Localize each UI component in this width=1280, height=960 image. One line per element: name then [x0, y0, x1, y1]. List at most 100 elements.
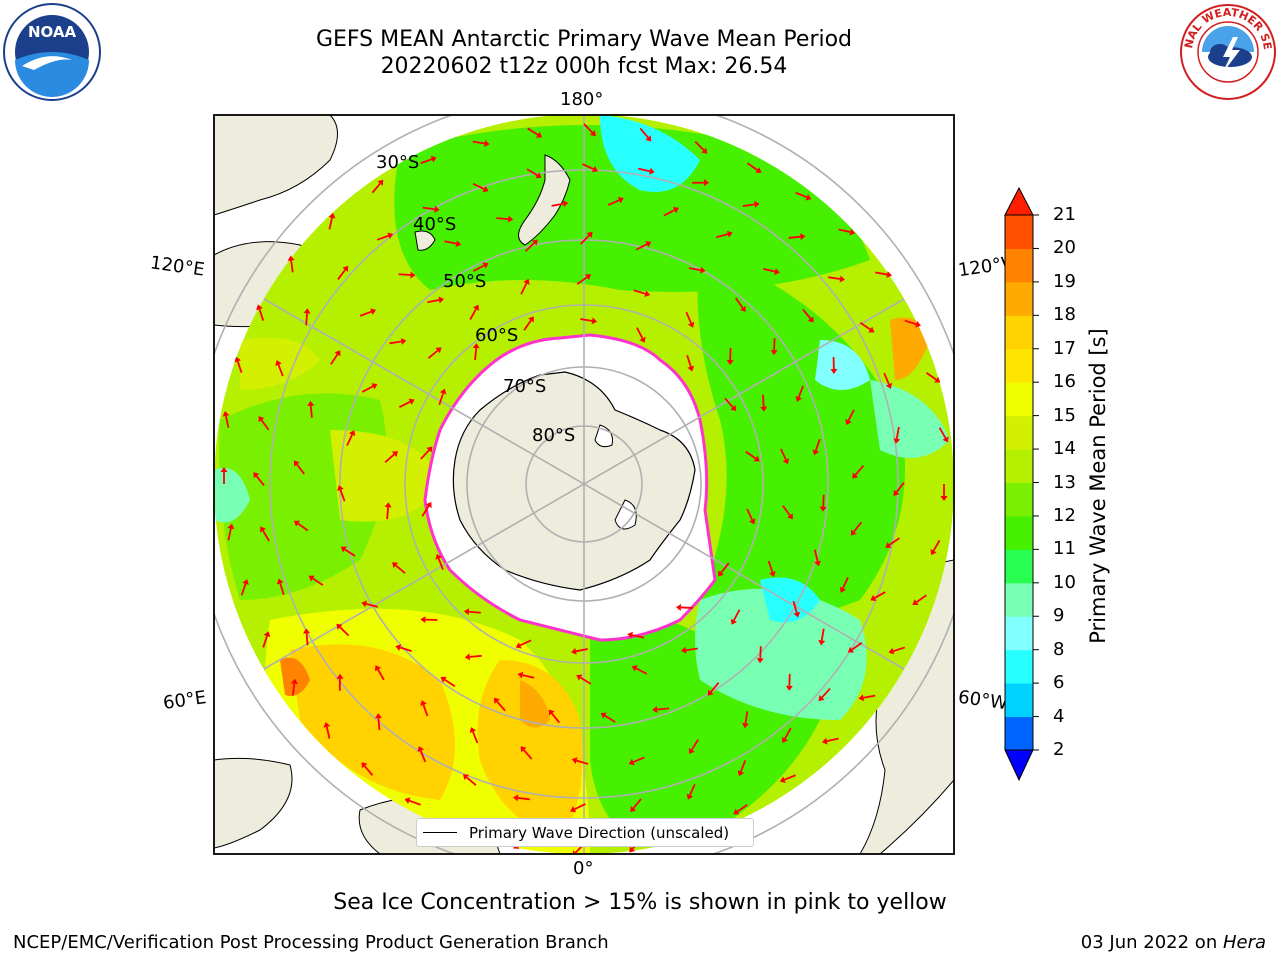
wave-arrow-head [570, 806, 577, 813]
wave-arrow-head [774, 268, 780, 275]
wave-arrow-head [617, 196, 624, 204]
wave-arrow-head [849, 228, 856, 236]
wave-arrow-shaft [762, 394, 765, 407]
wave-arrow-head [576, 674, 583, 681]
wave-arrow-shaft [742, 203, 755, 208]
wave-arrow-head [472, 304, 480, 311]
wave-arrow-shaft [260, 419, 270, 431]
wave-arrow-shaft [386, 507, 389, 520]
wave-arrow-head [515, 642, 522, 649]
wave-arrow-head [371, 383, 378, 390]
colorbar-segment [1005, 415, 1033, 450]
wave-arrow-shaft [582, 163, 594, 170]
wave-arrow-head [839, 586, 847, 593]
colorbar-segment [1005, 616, 1033, 651]
wave-arrow-head [493, 697, 500, 704]
wave-arrow-head [256, 304, 263, 311]
wave-arrow-head [850, 529, 857, 536]
wave-arrow-head [584, 274, 592, 281]
colorbar-tick-label: 8 [1053, 638, 1065, 660]
wave-arrow-shaft [371, 182, 381, 194]
wave-arrow-head [548, 709, 555, 716]
wave-arrow-shaft [607, 199, 620, 206]
footer-date-text: 03 Jun 2022 on [1080, 932, 1223, 953]
wave-arrow-head [439, 388, 447, 395]
wave-arrow-shaft [657, 707, 670, 711]
wave-arrow-shaft [359, 310, 372, 317]
wave-arrow-head [912, 599, 919, 605]
lon-label-180: 180° [560, 89, 604, 110]
wave-arrow-shaft [720, 562, 730, 574]
wave-arrow-shaft [377, 718, 381, 731]
noaa-logo: NOAA [3, 3, 101, 101]
colorbar-segment [1005, 248, 1033, 283]
wave-arrow-head [940, 496, 948, 501]
wave-arrow-head [455, 240, 462, 248]
wave-arrow-head [645, 135, 652, 142]
wave-arrow-shaft [784, 727, 792, 740]
wave-arrow-shaft [527, 127, 539, 136]
wave-arrow-head [769, 571, 776, 577]
wave-arrow-shaft [724, 397, 734, 408]
wave-arrow-shaft [466, 776, 477, 786]
wave-arrow-shaft [522, 674, 535, 679]
wave-arrow-head [915, 320, 921, 328]
wave-arrow-shaft [780, 448, 787, 461]
wave-arrow-head [749, 518, 756, 525]
wave-arrow-shaft [663, 209, 675, 217]
wave-arrow-shaft [262, 530, 270, 542]
colorbar-tick-label: 17 [1053, 337, 1076, 359]
wave-arrow-shaft [932, 539, 941, 552]
wave-arrow-shaft [847, 409, 855, 421]
wave-arrow-head [755, 167, 762, 173]
wave-arrow-shaft [763, 268, 776, 273]
wave-arrow-shaft [575, 648, 588, 653]
colorbar [1004, 186, 1039, 782]
wave-arrow-shaft [883, 372, 890, 385]
wave-arrow-head [342, 265, 349, 272]
wave-arrow-head [819, 506, 827, 512]
wave-arrow-head [733, 808, 740, 815]
wave-arrow-shaft [290, 260, 294, 273]
wave-arrow-head [742, 722, 749, 729]
wave-arrow-shaft [279, 583, 285, 596]
wave-arrow-shaft [330, 353, 339, 365]
wave-arrow-shaft [925, 372, 937, 381]
wave-arrow-head [591, 165, 598, 173]
wave-arrow-shaft [296, 463, 305, 475]
wave-arrow-head [420, 700, 427, 706]
wave-arrow-shaft [339, 489, 346, 502]
lat-label-30: 30°S [376, 152, 419, 173]
wave-arrow-head [287, 255, 295, 261]
wave-arrow-shaft [580, 318, 593, 322]
wave-arrow-shaft [875, 271, 888, 276]
wave-arrow-head [227, 523, 235, 530]
wave-arrow-shaft [472, 140, 485, 145]
wave-arrow-head [387, 232, 394, 240]
colorbar-tick-label: 14 [1053, 438, 1076, 460]
wave-arrow-shaft [328, 217, 333, 230]
lat-label-70: 70°S [503, 376, 546, 397]
colorbar-under-triangle [1004, 749, 1034, 782]
wave-arrow-shaft [759, 646, 762, 659]
wave-arrow-head [629, 846, 636, 853]
colorbar-tick-label: 6 [1053, 672, 1065, 694]
wave-arrow-shaft [389, 340, 402, 345]
wave-arrow-head [420, 616, 426, 624]
wave-arrow-head [814, 560, 821, 567]
wave-arrow-head [818, 695, 825, 702]
wave-arrow-shaft [632, 798, 642, 809]
wave-arrow-head [520, 746, 527, 753]
wave-arrow-shaft [636, 327, 644, 339]
wave-arrow-head [307, 400, 315, 407]
wave-arrow-shaft [938, 427, 947, 439]
wave-arrow-shaft [472, 182, 485, 190]
wave-arrow-head [726, 230, 733, 238]
wave-arrow-head [795, 395, 803, 402]
wave-arrow-head [404, 797, 411, 804]
wave-arrow-head [718, 570, 724, 577]
wave-arrow-head [374, 665, 381, 672]
wave-arrow-shaft [395, 564, 406, 574]
colorbar-segment [1005, 515, 1033, 550]
wave-arrow-shaft [689, 783, 696, 796]
